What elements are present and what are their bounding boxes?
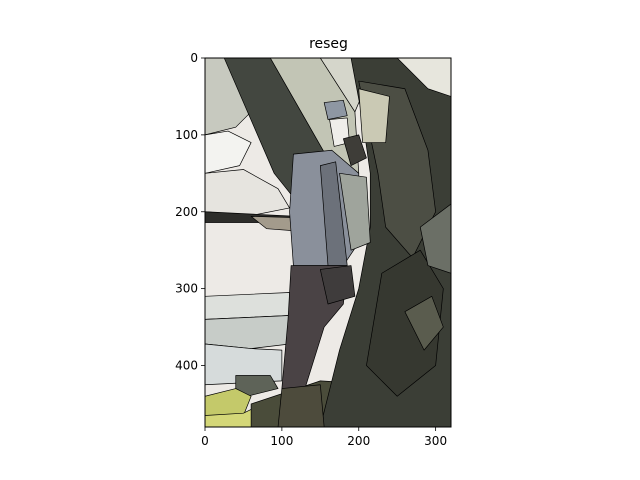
x-tick-label: 100 <box>270 434 293 448</box>
x-tick-label: 0 <box>201 434 209 448</box>
segment-hands <box>343 134 367 166</box>
segment-trousers-dark <box>319 265 356 305</box>
segment-rock <box>235 375 279 397</box>
segment-tree-patch <box>404 295 444 351</box>
segment-grass-1 <box>205 388 252 420</box>
segment-sky-right <box>396 58 451 97</box>
segment-tree-lower <box>366 249 444 397</box>
axes-frame <box>204 57 452 428</box>
y-axis: 0 100 200 300 400 <box>175 51 205 373</box>
x-tick-label: 200 <box>347 434 370 448</box>
segment-water-3 <box>205 343 283 386</box>
y-tick-label: 200 <box>175 205 198 219</box>
segment-water-1 <box>205 292 290 320</box>
chart-title: reseg <box>309 36 348 52</box>
y-tick-label: 0 <box>190 51 198 65</box>
segment-water-2 <box>205 315 290 349</box>
segment-sky-patch <box>358 88 390 143</box>
x-axis: 0 100 200 300 <box>201 427 447 448</box>
y-tick-label: 300 <box>175 282 198 296</box>
segmented-image <box>205 58 451 427</box>
y-tick-label: 100 <box>175 128 198 142</box>
segment-band-1 <box>205 130 252 174</box>
segment-jacket-fold <box>339 172 371 251</box>
segment-boots <box>277 384 325 427</box>
y-tick-label: 400 <box>175 359 198 373</box>
x-tick-label: 300 <box>424 434 447 448</box>
segment-bark-grey <box>419 203 451 274</box>
segment-hat <box>323 99 348 120</box>
